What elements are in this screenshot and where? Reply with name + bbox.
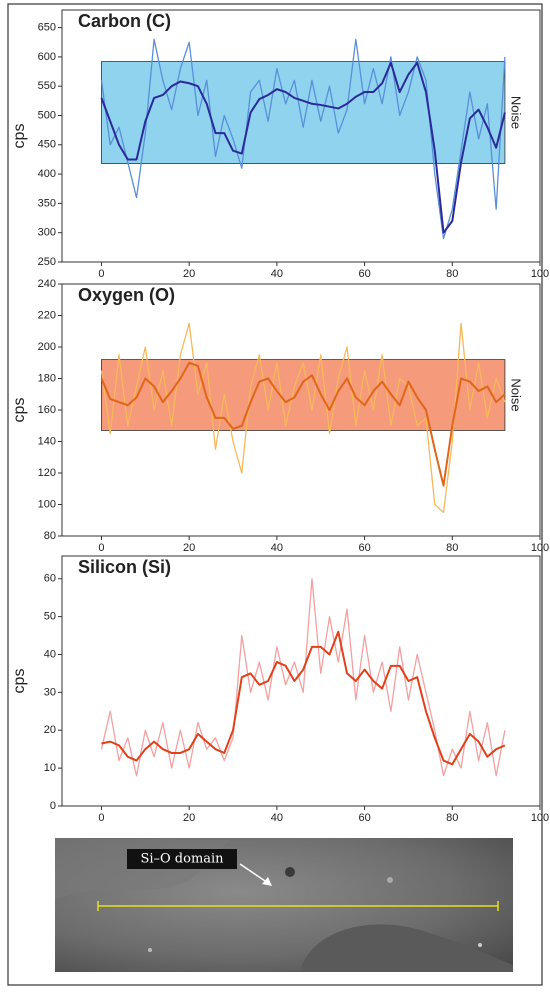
y-tick-label: 600 — [38, 51, 56, 63]
x-tick-label: 0 — [98, 542, 104, 554]
y-tick-label: 450 — [38, 139, 56, 151]
axes-box — [61, 9, 541, 263]
y-tick-label: 100 — [38, 498, 56, 510]
y-tick-label: 40 — [44, 648, 56, 660]
y-tick-label: 550 — [38, 80, 56, 92]
y-tick-label: 240 — [38, 278, 56, 290]
x-tick-label: 100 — [531, 542, 549, 554]
raw-line — [100, 322, 506, 514]
y-tick-label: 60 — [44, 573, 56, 585]
y-tick-label: 220 — [38, 309, 56, 321]
noise-band — [101, 359, 506, 431]
noise-label: Noise — [508, 96, 523, 129]
x-tick-label: 40 — [271, 542, 283, 554]
axes-box — [61, 555, 541, 807]
y-tick-label: 400 — [38, 168, 56, 180]
y-tick-label: 0 — [50, 800, 56, 812]
y-tick-label: 10 — [44, 762, 56, 774]
chart-title: Oxygen (O) — [78, 285, 175, 305]
chart-title: Silicon (Si) — [78, 557, 171, 577]
frame — [7, 3, 543, 986]
x-tick-label: 80 — [446, 542, 458, 554]
y-tick-label: 140 — [38, 435, 56, 447]
smoothed-line — [100, 361, 506, 487]
x-tick-label: 0 — [98, 268, 104, 280]
x-tick-label: 20 — [183, 812, 195, 824]
y-axis-label: cps — [11, 398, 28, 423]
x-tick-label: 80 — [446, 268, 458, 280]
y-tick-label: 120 — [38, 467, 56, 479]
raw-line — [100, 38, 506, 240]
y-tick-label: 50 — [44, 611, 56, 623]
smoothed-line — [100, 61, 506, 234]
noise-band — [101, 61, 506, 164]
y-tick-label: 300 — [38, 227, 56, 239]
x-tick-label: 40 — [271, 812, 283, 824]
x-tick-label: 60 — [358, 542, 370, 554]
y-tick-label: 500 — [38, 109, 56, 121]
x-tick-label: 100 — [531, 812, 549, 824]
y-tick-label: 30 — [44, 686, 56, 698]
x-tick-label: 20 — [183, 542, 195, 554]
raw-line — [100, 578, 506, 777]
y-tick-label: 180 — [38, 372, 56, 384]
smoothed-line — [101, 630, 506, 766]
x-tick-label: 60 — [358, 812, 370, 824]
y-axis-label: cps — [11, 669, 28, 694]
image-label: Si–O domain — [140, 852, 224, 867]
y-tick-label: 20 — [44, 724, 56, 736]
x-tick-label: 100 — [531, 268, 549, 280]
x-tick-label: 40 — [271, 268, 283, 280]
y-tick-label: 80 — [44, 530, 56, 542]
y-tick-label: 650 — [38, 21, 56, 33]
x-tick-label: 0 — [98, 812, 104, 824]
y-tick-label: 250 — [38, 256, 56, 268]
y-tick-label: 350 — [38, 197, 56, 209]
x-tick-label: 20 — [183, 268, 195, 280]
y-tick-label: 200 — [38, 341, 56, 353]
chart-title: Carbon (C) — [78, 11, 171, 31]
x-tick-label: 60 — [358, 268, 370, 280]
y-axis-label: cps — [11, 124, 28, 149]
sem-image: Si–O domain — [55, 838, 513, 972]
x-tick-label: 80 — [446, 812, 458, 824]
noise-label: Noise — [508, 378, 523, 411]
y-tick-label: 160 — [38, 404, 56, 416]
